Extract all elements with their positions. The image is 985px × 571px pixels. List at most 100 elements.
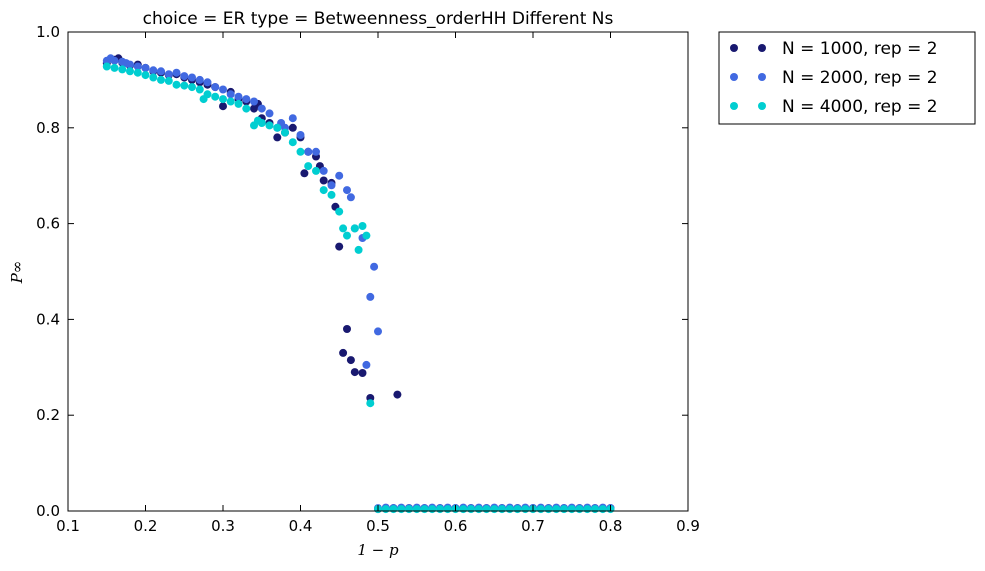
- legend-marker: [730, 73, 738, 81]
- data-point: [412, 505, 421, 514]
- legend-marker: [758, 44, 766, 52]
- data-point: [203, 78, 212, 87]
- data-point: [118, 65, 127, 74]
- data-point: [141, 63, 150, 72]
- data-point: [327, 181, 336, 190]
- x-tick-label: 0.4: [289, 517, 313, 535]
- data-point: [505, 505, 514, 514]
- x-axis: 0.1 0.2 0.3 0.4 0.5 0.6 0.7 0.8 0.9: [56, 32, 700, 535]
- data-point: [513, 505, 522, 514]
- data-point: [552, 505, 561, 514]
- data-point: [188, 73, 196, 82]
- data-point: [312, 166, 320, 175]
- data-point: [257, 104, 266, 113]
- data-point: [459, 505, 468, 514]
- data-point: [598, 505, 607, 514]
- data-point: [203, 90, 212, 99]
- data-point: [362, 231, 371, 240]
- data-point: [374, 327, 382, 336]
- data-point: [319, 176, 328, 185]
- x-tick-label: 0.3: [211, 517, 235, 535]
- data-point: [575, 505, 584, 514]
- data-point: [343, 231, 351, 240]
- data-point: [149, 73, 158, 82]
- y-tick-label: 0.4: [36, 310, 60, 328]
- legend-label: N = 4000, rep = 2: [782, 97, 938, 117]
- series-2: [102, 54, 615, 513]
- legend-marker: [758, 102, 766, 110]
- data-point: [560, 505, 568, 514]
- data-point: [211, 92, 220, 101]
- data-point: [544, 505, 553, 514]
- y-axis: 0.0 0.2 0.4 0.6 0.8 1.0: [36, 23, 688, 520]
- y-axis-label: P∞: [8, 261, 26, 285]
- data-point: [172, 68, 181, 77]
- data-point: [226, 97, 235, 106]
- data-point: [327, 190, 336, 199]
- data-point: [211, 83, 220, 92]
- data-point: [265, 109, 274, 118]
- legend-label: N = 2000, rep = 2: [782, 68, 938, 88]
- x-tick-label: 0.1: [56, 517, 80, 535]
- data-point: [335, 242, 344, 251]
- data-point: [312, 147, 320, 156]
- y-tick-label: 0.8: [36, 119, 60, 137]
- data-point: [304, 147, 313, 156]
- data-point: [250, 97, 258, 106]
- data-point: [273, 133, 282, 142]
- data-point: [110, 56, 119, 65]
- data-point: [234, 92, 243, 101]
- data-point: [354, 245, 363, 254]
- data-point: [273, 123, 282, 132]
- data-point: [467, 505, 475, 514]
- data-point: [219, 102, 227, 111]
- y-tick-label: 0.6: [36, 215, 60, 233]
- data-point: [436, 505, 444, 514]
- data-point: [366, 399, 375, 408]
- data-point: [242, 104, 251, 113]
- data-point: [335, 171, 344, 180]
- data-point: [296, 131, 305, 139]
- data-point: [126, 67, 134, 76]
- data-point: [405, 505, 413, 514]
- data-point: [370, 262, 379, 271]
- data-point: [319, 186, 328, 195]
- data-point: [339, 224, 348, 233]
- plot-frame: [67, 31, 689, 512]
- data-point: [350, 224, 359, 233]
- x-axis-label: 1 − p: [357, 541, 399, 559]
- x-tick-label: 0.7: [521, 517, 545, 535]
- data-point: [346, 356, 355, 365]
- data-point: [188, 83, 196, 92]
- x-tick-label: 0.5: [366, 517, 390, 535]
- data-point: [339, 348, 348, 357]
- y-tick-label: 0.2: [36, 406, 60, 424]
- data-point: [389, 505, 398, 514]
- y-tick-label: 1.0: [36, 23, 60, 41]
- data-point: [319, 166, 328, 175]
- data-point: [381, 505, 390, 514]
- legend-label: N = 1000, rep = 2: [782, 39, 938, 59]
- data-point: [219, 85, 227, 94]
- data-point: [102, 62, 111, 71]
- x-tick-label: 0.8: [599, 517, 623, 535]
- data-point: [428, 505, 437, 514]
- data-point: [288, 138, 297, 147]
- data-point: [304, 162, 313, 171]
- data-point: [498, 505, 506, 514]
- data-point: [257, 119, 266, 127]
- legend-marker: [730, 102, 738, 110]
- y-tick-label: 0.0: [36, 502, 60, 520]
- data-point: [110, 63, 119, 72]
- data-point: [164, 70, 173, 79]
- chart-title: choice = ER type = Betweenness_orderHH D…: [143, 9, 614, 29]
- data-point: [567, 505, 576, 514]
- data-point: [443, 505, 452, 514]
- data-point: [288, 123, 297, 132]
- data-point: [362, 360, 371, 369]
- data-point: [149, 66, 158, 75]
- series-3: [102, 62, 615, 514]
- data-point: [420, 505, 429, 514]
- data-point: [300, 169, 309, 178]
